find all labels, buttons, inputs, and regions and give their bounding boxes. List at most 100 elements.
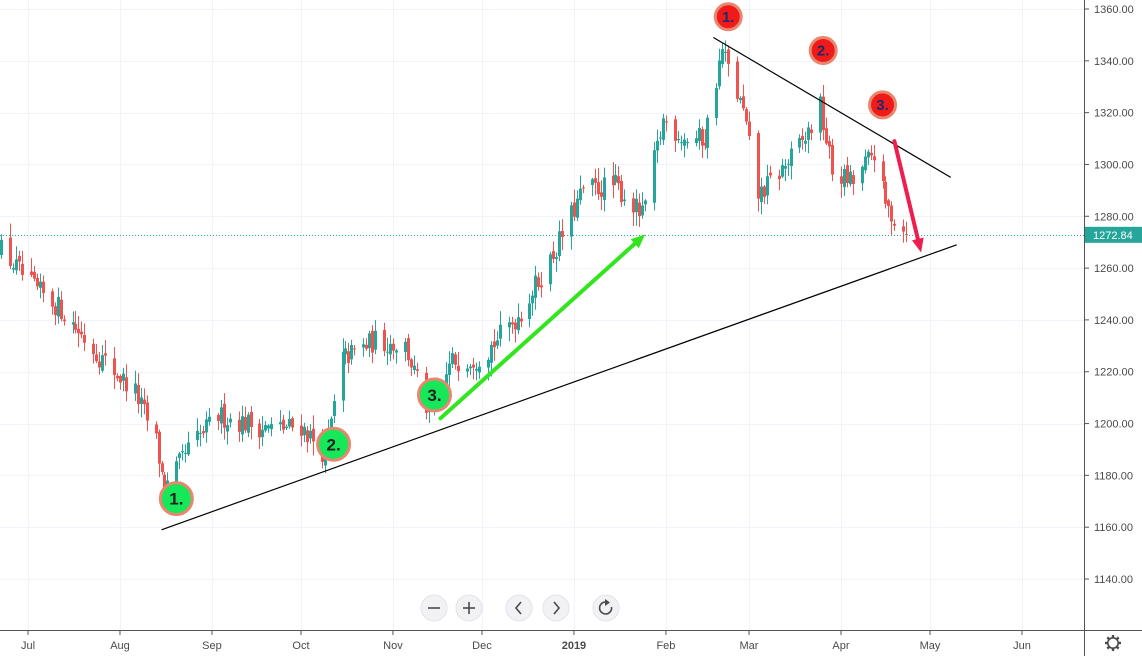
candle xyxy=(884,176,887,209)
candle xyxy=(158,429,161,478)
candle-body xyxy=(250,411,253,428)
chevron-right-icon xyxy=(553,601,561,615)
candle-body xyxy=(493,341,496,348)
candle-body xyxy=(769,172,772,176)
candle-body xyxy=(561,230,564,237)
candle xyxy=(134,370,137,401)
candle-body xyxy=(715,88,718,118)
candle xyxy=(36,273,39,290)
candle-body xyxy=(392,343,395,351)
candle xyxy=(347,342,350,374)
candle-body xyxy=(205,419,208,433)
x-tick-label: Oct xyxy=(292,640,309,652)
candle-body xyxy=(665,121,668,123)
candle xyxy=(698,119,701,150)
scroll-right-button[interactable] xyxy=(542,594,570,622)
up-arrow-head xyxy=(630,234,646,249)
candle-body xyxy=(95,354,98,362)
candle xyxy=(893,219,896,231)
candle-body xyxy=(822,96,825,131)
candle xyxy=(475,362,478,381)
candle xyxy=(769,165,772,179)
candle xyxy=(748,111,751,140)
candle-body xyxy=(905,234,908,236)
candle xyxy=(745,107,748,125)
candle xyxy=(466,364,469,378)
candle xyxy=(270,417,273,437)
candle-body xyxy=(374,330,377,350)
scroll-left-button[interactable] xyxy=(505,594,533,622)
candle-body xyxy=(496,340,499,346)
candle xyxy=(18,250,21,271)
candle-body xyxy=(558,231,561,257)
candle xyxy=(701,126,704,159)
candle-body xyxy=(659,137,662,139)
y-tick-label: 1180.00 xyxy=(1094,470,1133,482)
candle xyxy=(499,311,502,347)
candle xyxy=(760,177,763,215)
candle xyxy=(662,113,665,145)
x-tick-label: May xyxy=(920,640,941,652)
candle xyxy=(674,115,677,153)
candle xyxy=(870,145,873,161)
candle xyxy=(552,241,555,264)
candle xyxy=(656,129,659,164)
candle-body xyxy=(344,348,347,355)
candle xyxy=(12,263,15,274)
candle xyxy=(798,134,801,154)
candle xyxy=(846,156,849,188)
candle xyxy=(83,323,86,352)
candle xyxy=(371,325,374,364)
candle-body xyxy=(353,348,356,350)
candle xyxy=(549,251,552,292)
candle-body xyxy=(573,202,576,217)
candle-body xyxy=(852,175,855,184)
candle-body xyxy=(706,117,709,148)
candle-body xyxy=(18,255,21,262)
candle-body xyxy=(638,202,641,217)
candle xyxy=(407,333,410,367)
candle-body xyxy=(347,351,350,364)
candle-body xyxy=(196,430,199,441)
candle xyxy=(451,347,454,369)
candle xyxy=(721,43,724,68)
candle-body xyxy=(312,428,315,442)
candle-body xyxy=(540,285,543,288)
candle xyxy=(763,185,766,204)
candle xyxy=(520,311,523,328)
candle xyxy=(229,413,232,428)
candle-body xyxy=(790,148,793,166)
candle xyxy=(244,406,247,433)
candle-body xyxy=(163,474,166,496)
zoom-out-button[interactable] xyxy=(420,594,448,622)
zoom-in-button[interactable] xyxy=(455,594,483,622)
candle xyxy=(757,130,760,212)
settings-button[interactable] xyxy=(1105,635,1121,651)
candle-body xyxy=(804,140,807,144)
plus-icon xyxy=(463,602,475,614)
marker-label: 3. xyxy=(427,386,441,405)
candle xyxy=(784,159,787,181)
candle xyxy=(873,144,876,173)
candle-body xyxy=(448,363,451,376)
candle-body xyxy=(766,176,769,196)
candle xyxy=(220,399,223,434)
candle-body xyxy=(727,49,730,64)
candle-body xyxy=(825,128,828,144)
last-price-label: 1272.84 xyxy=(1085,226,1142,243)
candle xyxy=(620,175,623,207)
candle xyxy=(508,316,511,342)
candle-body xyxy=(80,331,83,335)
candle xyxy=(715,83,718,126)
candle xyxy=(594,168,597,196)
reset-chart-button[interactable] xyxy=(592,594,620,622)
candle-body xyxy=(612,175,615,186)
candle-body xyxy=(143,399,146,405)
candle-body xyxy=(21,263,24,275)
candle xyxy=(60,291,63,322)
candle xyxy=(104,340,107,366)
candle xyxy=(852,170,855,196)
navigation-toolbar[interactable] xyxy=(420,594,1121,651)
